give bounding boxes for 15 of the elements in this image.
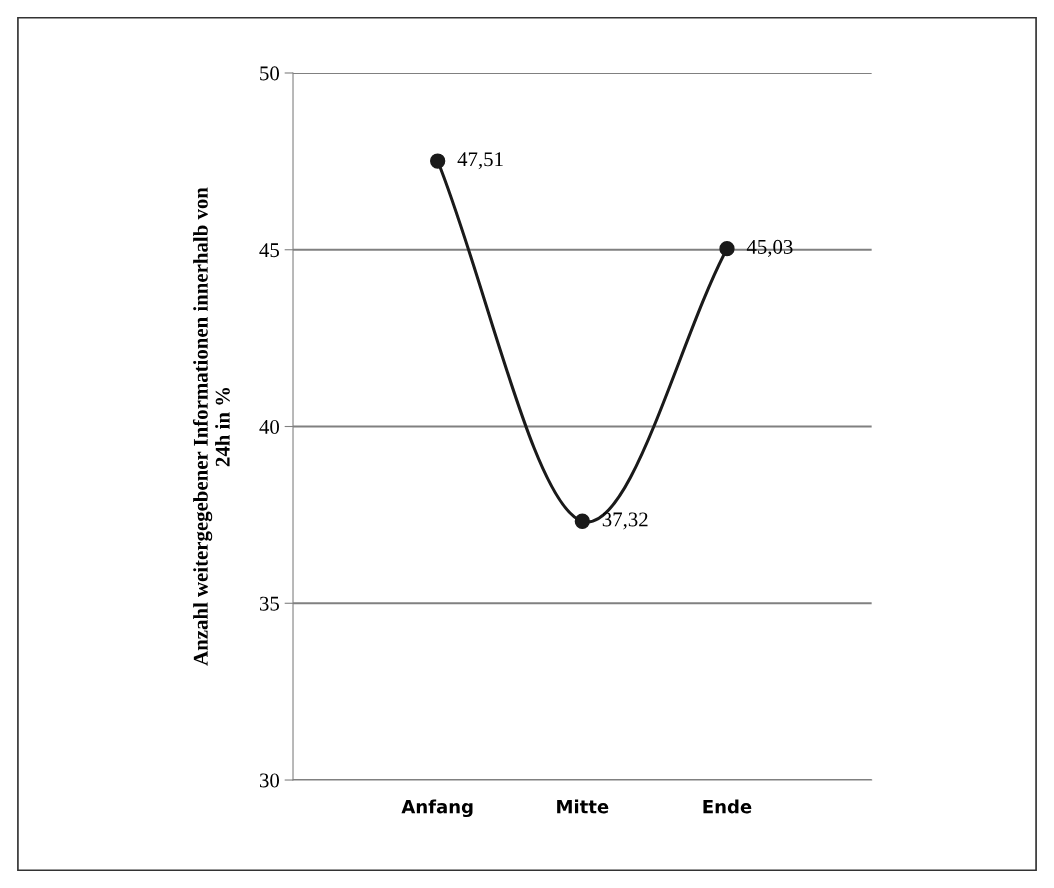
x-tick-label: Ende bbox=[703, 799, 752, 814]
y-tick-label: 35 bbox=[259, 596, 279, 611]
point bbox=[430, 153, 446, 169]
data-label: 45,03 bbox=[746, 239, 793, 257]
y-axis-title: Anzahl weitergegebener Informationen innerhalb von 24h in % bbox=[192, 187, 230, 666]
y-tick-label: 40 bbox=[259, 419, 280, 434]
x-tick-label: Mitte bbox=[557, 799, 609, 814]
y-tick-label: 50 bbox=[260, 66, 280, 81]
data-label: 47,51 bbox=[457, 152, 503, 170]
data-label: 37,32 bbox=[602, 512, 648, 530]
y-tick-label: 30 bbox=[259, 773, 280, 788]
point bbox=[719, 241, 735, 257]
point bbox=[574, 513, 590, 529]
y-tick-label: 45 bbox=[259, 243, 279, 258]
x-tick-label: Anfang bbox=[401, 799, 473, 818]
